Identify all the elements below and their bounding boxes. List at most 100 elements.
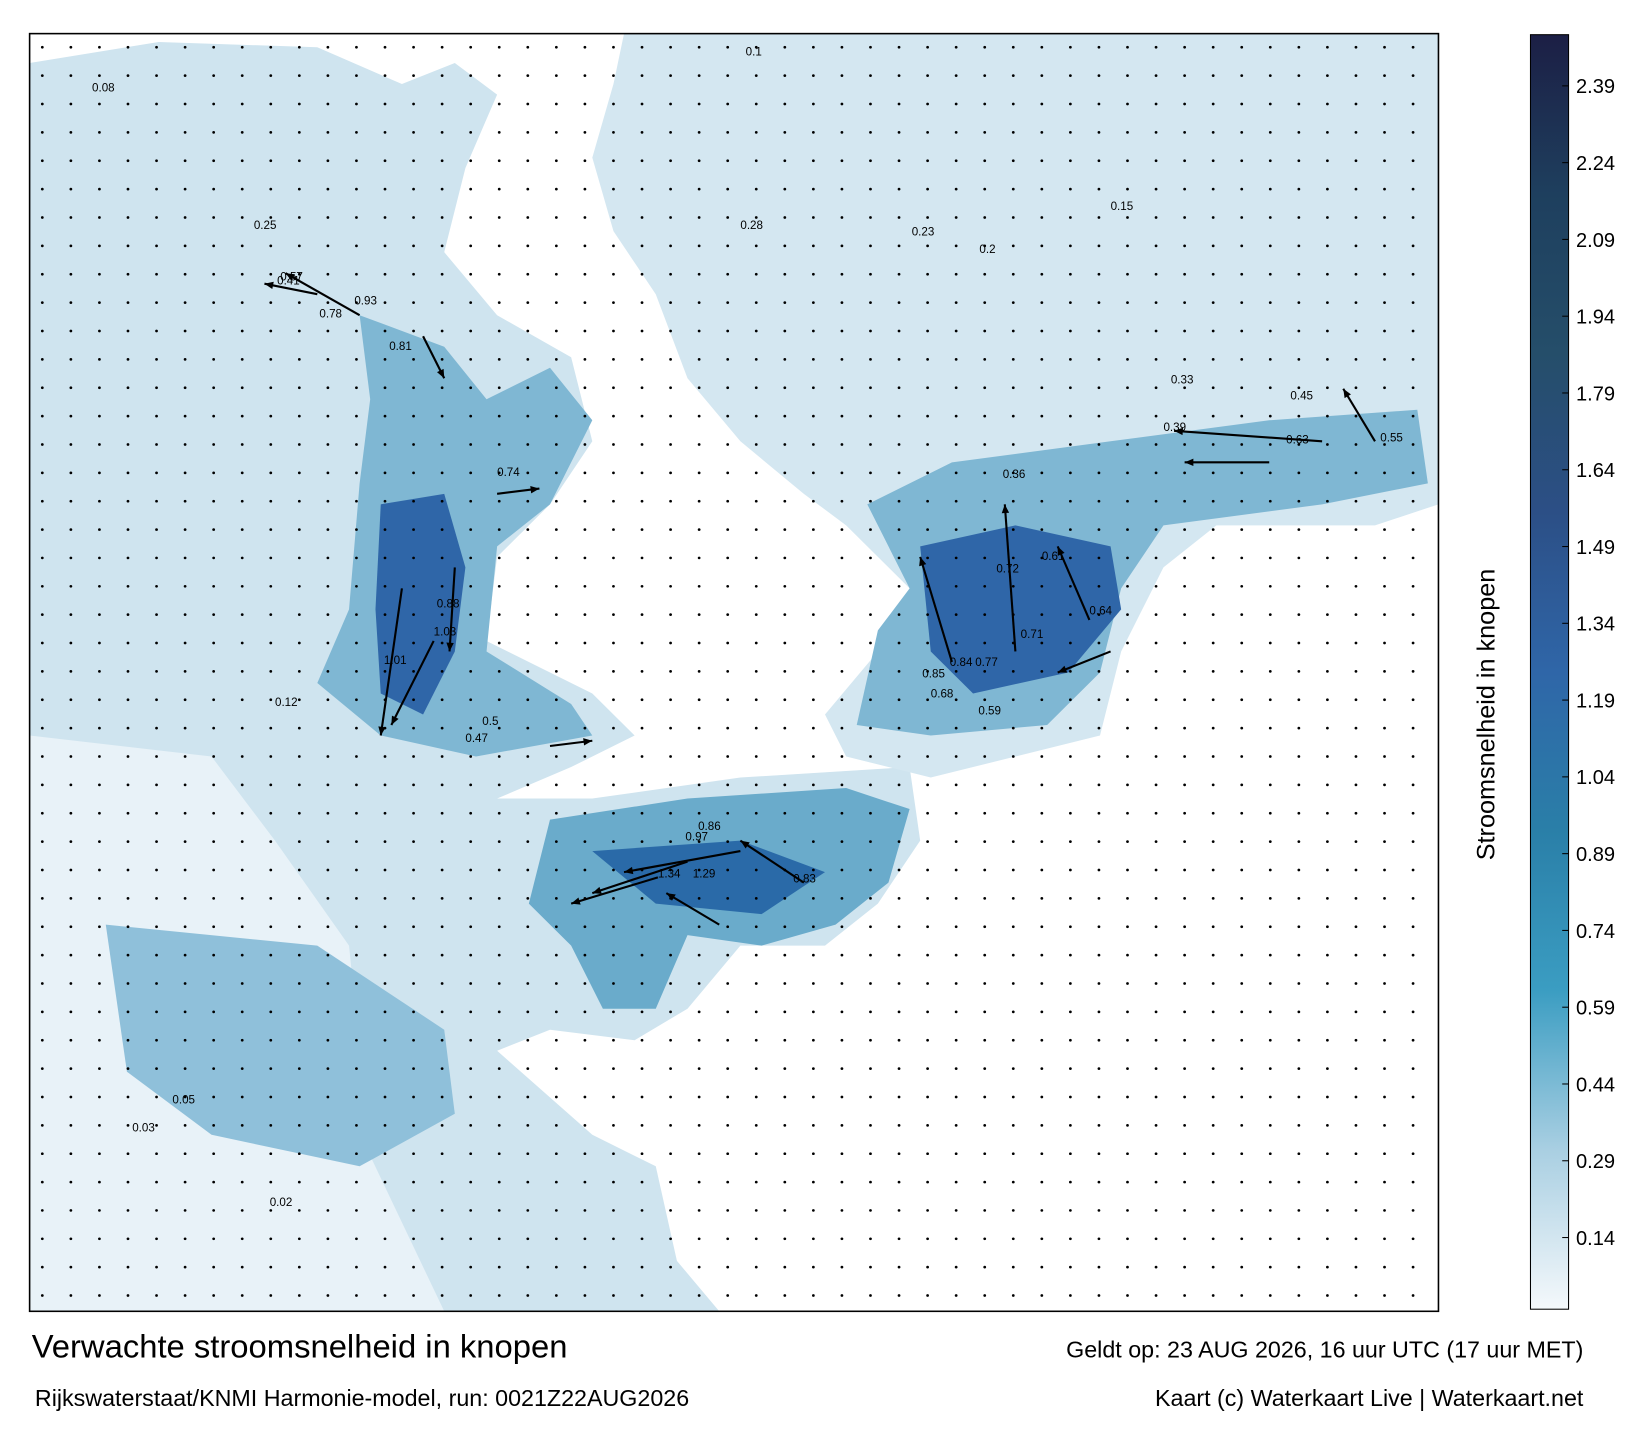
grid-dot	[1411, 1038, 1415, 1042]
current-label: 0.08	[92, 82, 115, 94]
grid-dot	[869, 1294, 872, 1297]
grid-dot	[440, 1067, 444, 1070]
grid-dot	[1211, 45, 1215, 49]
grid-dot	[983, 1010, 987, 1014]
grid-dot	[954, 868, 958, 872]
grid-dot	[297, 131, 301, 134]
grid-dot	[240, 131, 244, 134]
grid-dot	[212, 102, 216, 106]
grid-dot	[355, 357, 358, 361]
grid-dot	[383, 925, 387, 929]
grid-dot	[1411, 528, 1415, 531]
grid-dot	[126, 783, 130, 787]
grid-dot	[355, 613, 358, 617]
grid-dot	[469, 584, 473, 588]
grid-dot	[583, 443, 587, 446]
grid-dot	[783, 925, 787, 929]
grid-dot	[1354, 783, 1358, 787]
grid-dot	[440, 187, 444, 191]
grid-dot	[1268, 1067, 1272, 1070]
grid-dot	[897, 925, 901, 929]
grid-dot	[412, 840, 415, 843]
grid-dot	[754, 897, 758, 900]
grid-dot	[383, 357, 387, 361]
grid-dot	[412, 187, 415, 191]
grid-dot	[1297, 528, 1301, 531]
grid-dot	[1154, 329, 1158, 333]
grid-dot	[269, 1152, 273, 1156]
grid-dot	[754, 357, 758, 361]
grid-dot	[1354, 528, 1358, 531]
grid-dot	[869, 414, 872, 418]
grid-dot	[640, 698, 644, 702]
grid-dot	[269, 840, 273, 843]
grid-dot	[783, 102, 787, 106]
grid-dot	[1354, 131, 1358, 134]
grid-dot	[526, 159, 530, 163]
grid-dot	[1383, 159, 1386, 163]
grid-dot	[269, 1294, 273, 1297]
grid-dot	[98, 74, 101, 78]
grid-dot	[1040, 556, 1044, 560]
grid-dot	[583, 216, 587, 219]
grid-dot	[1154, 1152, 1158, 1156]
grid-dot	[69, 386, 73, 390]
grid-dot	[583, 811, 587, 815]
grid-dot	[1183, 953, 1186, 957]
grid-dot	[840, 1067, 844, 1070]
grid-dot	[497, 868, 501, 872]
grid-dot	[954, 499, 958, 503]
grid-dot	[1011, 982, 1015, 985]
grid-dot	[612, 74, 615, 78]
grid-dot	[1126, 216, 1129, 219]
grid-dot	[754, 641, 758, 645]
grid-dot	[212, 244, 216, 248]
grid-dot	[583, 1095, 587, 1099]
grid-dot	[612, 159, 615, 163]
grid-dot	[669, 982, 672, 985]
grid-dot	[355, 414, 358, 418]
grid-dot	[269, 1209, 273, 1212]
grid-dot	[355, 1038, 358, 1042]
grid-dot	[583, 1123, 587, 1127]
grid-dot	[269, 698, 273, 702]
grid-dot	[383, 897, 387, 900]
grid-dot	[926, 1265, 929, 1269]
grid-dot	[1183, 1237, 1186, 1241]
grid-dot	[612, 1209, 615, 1212]
grid-dot	[297, 1010, 301, 1014]
grid-dot	[1297, 386, 1301, 390]
grid-dot	[383, 783, 387, 787]
grid-dot	[240, 1152, 244, 1156]
grid-dot	[554, 443, 558, 446]
grid-dot	[1069, 670, 1072, 673]
grid-dot	[1411, 74, 1415, 78]
grid-dots	[40, 45, 1415, 1297]
grid-dot	[1040, 641, 1044, 645]
grid-dot	[840, 1294, 844, 1297]
grid-dot	[1154, 357, 1158, 361]
grid-dot	[1126, 1095, 1129, 1099]
grid-dot	[983, 840, 987, 843]
grid-dot	[840, 698, 844, 702]
grid-dot	[1326, 1067, 1329, 1070]
grid-dot	[183, 1010, 187, 1014]
grid-dot	[926, 811, 929, 815]
grid-dot	[126, 45, 130, 49]
grid-dot	[155, 1180, 158, 1184]
grid-dot	[297, 471, 301, 475]
grid-dot	[183, 187, 187, 191]
grid-dot	[240, 301, 244, 304]
grid-dot	[983, 244, 987, 248]
grid-dot	[297, 897, 301, 900]
grid-dot	[583, 131, 587, 134]
grid-dot	[926, 159, 929, 163]
grid-dot	[1211, 471, 1215, 475]
grid-dot	[212, 755, 216, 758]
grid-dot	[869, 329, 872, 333]
grid-dot	[1154, 1038, 1158, 1042]
grid-dot	[1069, 386, 1072, 390]
grid-dot	[69, 1123, 73, 1127]
grid-dot	[1040, 755, 1044, 758]
grid-dot	[1097, 102, 1101, 106]
